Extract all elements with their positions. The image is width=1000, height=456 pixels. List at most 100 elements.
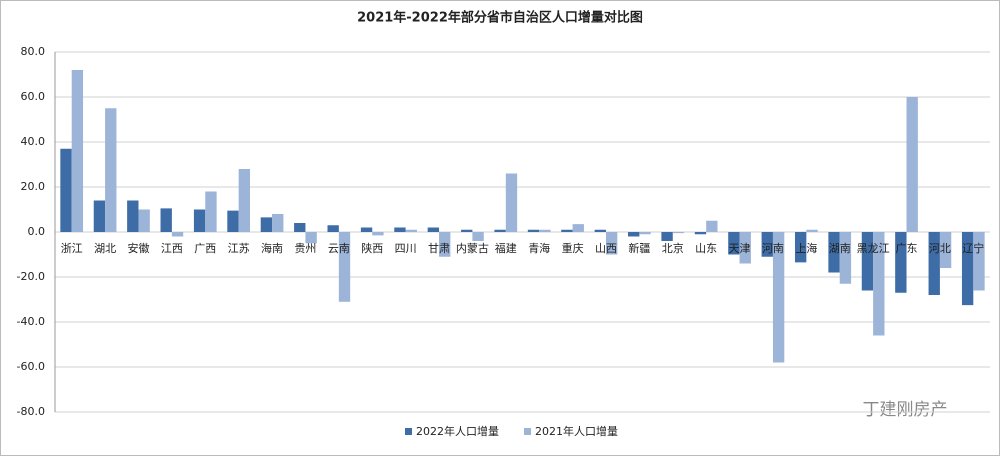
y-tick-label: 40.0	[21, 135, 46, 148]
bar	[873, 232, 885, 336]
y-tick-label: 80.0	[21, 45, 46, 58]
x-tick-label: 青海	[528, 241, 550, 255]
bar	[105, 108, 117, 232]
bar	[906, 97, 918, 232]
bar	[372, 232, 384, 236]
x-tick-label: 河北	[929, 242, 951, 255]
y-tick-label: 0.0	[28, 225, 46, 238]
x-tick-label: 内蒙古	[456, 241, 489, 255]
x-tick-label: 福建	[495, 241, 517, 255]
bar	[594, 229, 606, 232]
bar	[494, 229, 506, 232]
x-tick-label: 湖北	[94, 242, 116, 255]
bar	[160, 208, 172, 232]
y-tick-label: -80.0	[17, 405, 45, 418]
bar	[171, 232, 184, 237]
x-tick-label: 湖南	[829, 242, 851, 255]
bar	[93, 200, 106, 232]
bar	[806, 229, 818, 232]
bar	[238, 169, 251, 232]
bar	[305, 232, 317, 244]
bar	[561, 229, 573, 232]
bar	[605, 232, 618, 255]
y-tick-label: -20.0	[17, 270, 45, 283]
bar	[260, 217, 273, 232]
x-tick-label: 北京	[662, 241, 684, 255]
bar	[828, 232, 840, 273]
bar	[205, 191, 217, 232]
bar	[572, 224, 584, 232]
y-tick-label: 20.0	[21, 180, 46, 193]
x-tick-label: 江苏	[228, 242, 250, 255]
bar	[839, 232, 852, 284]
legend-label: 2021年人口增量	[535, 424, 618, 438]
bar	[461, 229, 473, 232]
bar	[527, 229, 540, 232]
x-tick-label: 上海	[795, 241, 817, 255]
y-tick-label: 60.0	[21, 90, 46, 103]
bar	[706, 220, 718, 232]
bar	[439, 232, 451, 257]
bar	[628, 232, 640, 237]
x-tick-label: 安徽	[127, 241, 149, 255]
bar	[472, 232, 484, 241]
bar	[327, 225, 339, 232]
bar	[772, 232, 785, 363]
watermark: 丁建刚房产	[863, 400, 948, 420]
bar	[761, 232, 773, 257]
x-tick-label: 山西	[595, 242, 617, 255]
x-tick-label: 广西	[194, 242, 216, 255]
x-tick-label: 重庆	[562, 241, 584, 255]
x-tick-label: 贵州	[294, 242, 316, 255]
x-tick-label: 新疆	[628, 241, 650, 255]
x-tick-label: 云南	[328, 242, 350, 255]
bar	[794, 232, 807, 263]
x-tick-label: 浙江	[61, 242, 83, 255]
y-tick-label: -60.0	[17, 360, 45, 373]
bar	[227, 210, 239, 232]
bar	[405, 229, 417, 232]
bar	[672, 232, 685, 234]
bar	[895, 232, 907, 293]
x-tick-label: 天津	[729, 242, 751, 255]
bar	[939, 232, 952, 268]
bar	[138, 209, 150, 232]
x-tick-label: 辽宁	[962, 241, 984, 255]
bar	[60, 148, 72, 232]
bar	[639, 232, 651, 235]
bar	[539, 229, 551, 232]
x-tick-label: 河南	[762, 242, 784, 255]
x-tick-label: 山东	[695, 242, 717, 255]
x-tick-label: 四川	[395, 242, 417, 255]
bar	[961, 232, 974, 306]
bar	[427, 227, 440, 232]
bar	[505, 173, 518, 232]
bar	[193, 209, 206, 232]
x-tick-label: 广东	[896, 242, 918, 255]
bar	[694, 232, 707, 235]
bar	[338, 232, 351, 302]
legend-label: 2022年人口增量	[416, 424, 499, 438]
bar	[71, 70, 84, 232]
y-tick-label: -40.0	[17, 315, 45, 328]
bar	[360, 227, 373, 232]
bar	[294, 223, 306, 232]
bar	[272, 214, 284, 232]
x-tick-label: 海南	[261, 241, 283, 255]
x-tick-label: 甘肃	[428, 242, 450, 255]
legend-swatch	[524, 428, 531, 435]
bar	[973, 232, 985, 291]
x-tick-label: 江西	[161, 242, 183, 255]
bar	[728, 232, 740, 255]
bar	[739, 232, 751, 264]
x-tick-label: 陕西	[361, 241, 383, 255]
bar	[861, 232, 874, 291]
bar	[394, 227, 406, 232]
bar	[928, 232, 940, 295]
chart-title: 2021年-2022年部分省市自治区人口增量对比图	[357, 10, 643, 26]
legend-swatch	[405, 428, 412, 435]
x-tick-label: 黑龙江	[857, 242, 890, 255]
bar	[661, 232, 673, 241]
